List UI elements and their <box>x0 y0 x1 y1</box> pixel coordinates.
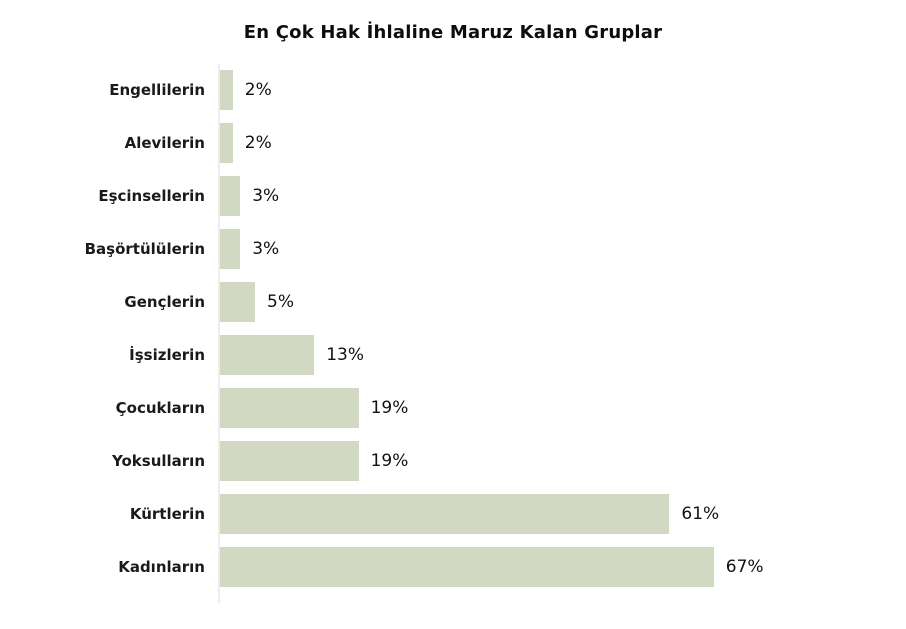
value-label: 67% <box>725 557 764 577</box>
category-label: Başörtülülerin <box>84 240 205 258</box>
value-label: 5% <box>267 292 294 312</box>
bar-row: Eşcinsellerin 3% <box>0 176 906 216</box>
bar-area: 5% <box>218 282 906 322</box>
bar-area: 3% <box>218 229 906 269</box>
value-label: 13% <box>326 345 364 365</box>
bar <box>218 123 233 163</box>
bar <box>218 176 241 216</box>
bar-rows: Engellilerin 2% Alevilerin 2% Eşcinsellerin 3… <box>0 70 906 587</box>
bar <box>218 441 359 481</box>
bar <box>218 335 315 375</box>
bar-row: İşsizlerin 13% <box>0 335 906 375</box>
bar <box>218 547 714 587</box>
bar-area: 2% <box>218 123 906 163</box>
y-axis-line <box>218 64 220 603</box>
bar-row: Çocukların 19% <box>0 388 906 428</box>
category-label: Engellilerin <box>109 81 205 99</box>
category-label: Kürtlerin <box>129 505 205 523</box>
value-label: 19% <box>370 398 409 418</box>
bar-row: Engellilerin 2% <box>0 70 906 110</box>
bar-area: 19% <box>218 441 906 481</box>
bar-area: 3% <box>218 176 906 216</box>
category-label: Gençlerin <box>124 293 205 311</box>
chart-title: En Çok Hak İhlaline Maruz Kalan Gruplar <box>243 22 663 43</box>
bar <box>218 494 670 534</box>
bar-area: 61% <box>218 494 906 534</box>
category-label: Çocukların <box>115 399 205 417</box>
category-label: Yoksulların <box>112 452 205 470</box>
plot-area: Engellilerin 2% Alevilerin 2% Eşcinsellerin 3… <box>0 64 906 603</box>
value-label: 2% <box>244 133 272 153</box>
bar <box>218 229 241 269</box>
value-label: 61% <box>681 504 720 524</box>
category-label: Kadınların <box>118 558 205 576</box>
category-label: Eşcinsellerin <box>98 187 205 205</box>
bar-area: 13% <box>218 335 906 375</box>
bar <box>218 388 359 428</box>
bar-row: Yoksulların 19% <box>0 441 906 481</box>
value-label: 19% <box>370 451 409 471</box>
bar-row: Başörtülülerin 3% <box>0 229 906 269</box>
value-label: 3% <box>252 186 280 206</box>
bar-chart: En Çok Hak İhlaline Maruz Kalan Gruplar … <box>0 22 906 629</box>
category-label: Alevilerin <box>124 134 205 152</box>
bar <box>218 282 255 322</box>
bar-row: Kürtlerin 61% <box>0 494 906 534</box>
value-label: 2% <box>244 80 272 100</box>
bar <box>218 70 233 110</box>
value-label: 3% <box>252 239 280 259</box>
bar-area: 19% <box>218 388 906 428</box>
bar-row: Kadınların 67% <box>0 547 906 587</box>
bar-row: Alevilerin 2% <box>0 123 906 163</box>
category-label: İşsizlerin <box>129 346 205 364</box>
bar-area: 2% <box>218 70 906 110</box>
bar-row: Gençlerin 5% <box>0 282 906 322</box>
bar-area: 67% <box>218 547 906 587</box>
